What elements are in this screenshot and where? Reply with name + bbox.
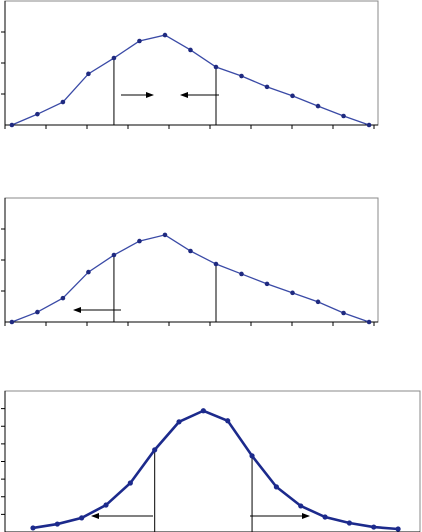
data-point <box>35 111 40 117</box>
data-point <box>315 103 321 109</box>
data-point <box>152 447 158 453</box>
data-point <box>315 299 321 305</box>
data-point <box>60 99 66 105</box>
data-point <box>341 310 346 316</box>
data-point <box>176 419 182 425</box>
data-line <box>11 234 370 323</box>
data-point <box>137 38 142 44</box>
data-point <box>35 309 40 315</box>
data-point <box>54 521 60 527</box>
data-point <box>290 290 295 296</box>
data-point <box>162 232 168 238</box>
data-point <box>249 453 255 459</box>
data-point <box>79 515 85 521</box>
data-line <box>32 409 399 531</box>
data-point <box>188 47 193 53</box>
data-point <box>298 503 304 509</box>
data-point <box>86 71 91 77</box>
data-point <box>60 295 66 301</box>
data-point <box>213 64 219 70</box>
data-point <box>188 248 193 254</box>
data-point <box>290 93 295 99</box>
data-point <box>213 261 219 267</box>
plot-frame <box>4 0 379 126</box>
data-point <box>86 269 91 275</box>
data-point <box>346 520 353 526</box>
data-point <box>200 408 206 414</box>
data-point <box>264 281 270 287</box>
data-point <box>137 238 142 244</box>
data-point <box>127 480 133 486</box>
data-point <box>322 514 328 520</box>
data-point <box>103 502 109 508</box>
data-point <box>366 319 372 325</box>
data-point <box>264 84 270 90</box>
data-point <box>111 252 117 258</box>
data-point <box>30 525 36 531</box>
data-point <box>111 55 117 61</box>
data-point <box>341 113 346 119</box>
data-point <box>9 319 15 325</box>
data-point <box>366 122 372 128</box>
data-point <box>162 32 168 38</box>
plot-frame <box>4 390 421 532</box>
data-point <box>225 418 231 424</box>
data-point <box>239 271 244 277</box>
data-point <box>395 526 401 532</box>
data-point <box>273 484 279 490</box>
data-point <box>9 122 15 128</box>
data-point <box>371 524 377 530</box>
data-point <box>239 73 244 79</box>
